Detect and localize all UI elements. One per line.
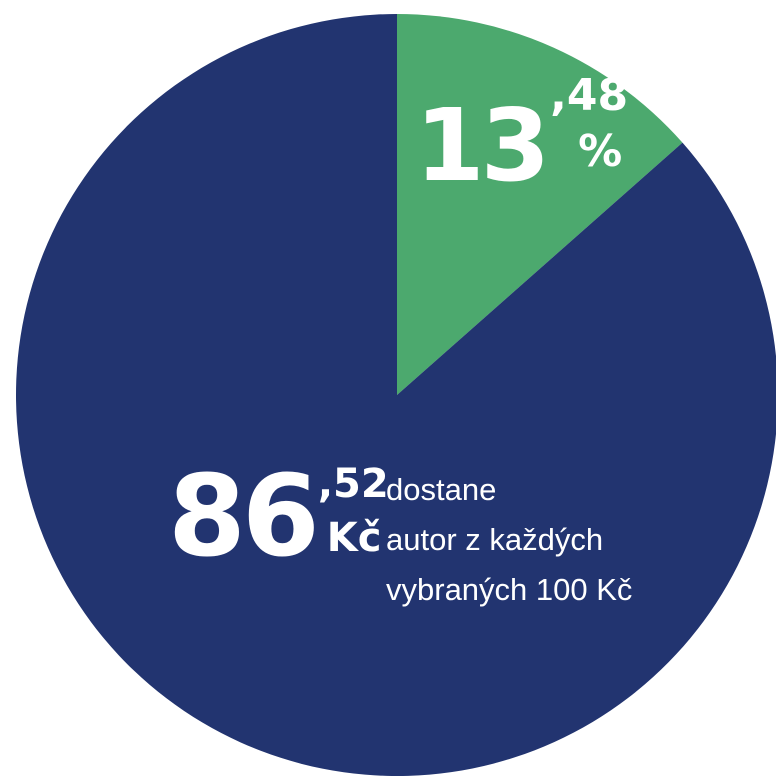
annotation: autor z každých [386, 522, 603, 557]
value-label: 86,52 Kč [168, 452, 389, 582]
value-label-part: % [578, 126, 622, 177]
value-label-part: 13 [415, 87, 546, 204]
value-label-part: Kč [327, 515, 382, 561]
annotation: vybraných 100 Kč [386, 572, 632, 607]
slices [15, 14, 776, 776]
value-label-part: 86 [168, 452, 316, 582]
pie-slice [397, 14, 683, 395]
annotation: dostane [386, 472, 496, 507]
value-label-part: ,52 [318, 461, 389, 507]
value-label-part: ,48 [550, 70, 628, 121]
value-label: 13,48% [415, 70, 628, 204]
pie-slice [15, 14, 776, 776]
